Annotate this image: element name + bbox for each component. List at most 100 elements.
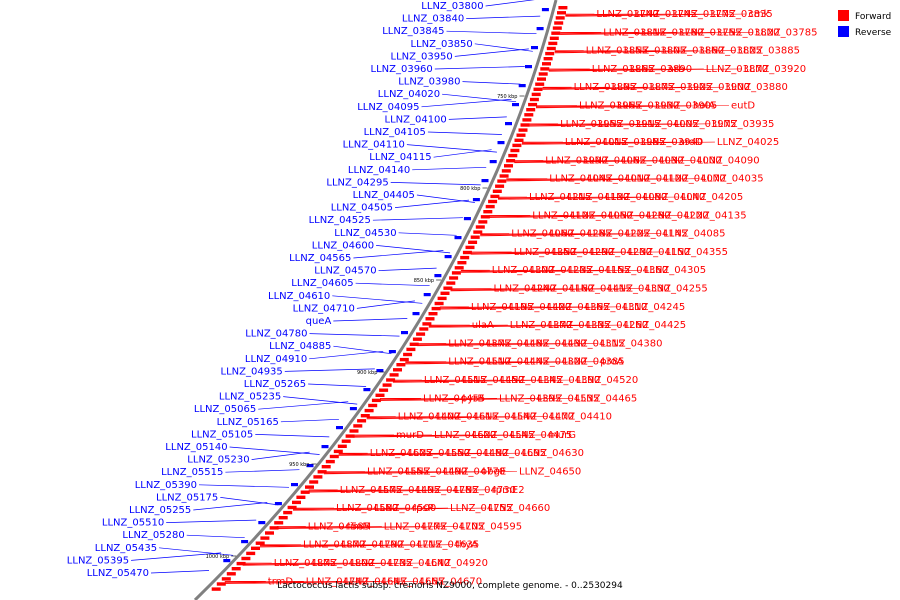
forward-feature [422,322,432,326]
forward-gene-label: LLNZ_03835 [710,9,772,20]
forward-gene-label: LLNZ_04410 [550,412,612,423]
tick-label: 750 kbp [497,94,517,100]
reverse-gene-label: LLNZ_03800 [421,1,483,12]
forward-leader-line [242,562,424,566]
forward-gene-label: LLNZ_04400 [398,412,460,423]
forward-feature [549,36,559,40]
forward-gene-label: rpsP [412,503,434,514]
forward-gene-label: LLNZ_04085 [663,229,725,240]
forward-gene-label: LLNZ_04045 [549,174,611,185]
forward-leader-line [565,13,671,16]
reverse-gene-label: LLNZ_05510 [102,518,164,529]
forward-leader-line [480,233,624,236]
reverse-leader-line [394,199,470,208]
forward-feature [434,301,444,306]
forward-gene-label: LLNZ_04425 [624,320,686,331]
tick-label: 900 kbp [357,370,377,376]
forward-gene-label: LLNZ_04430 [524,338,586,349]
forward-feature [440,291,450,295]
reverse-feature [412,312,420,316]
forward-feature [345,434,355,438]
forward-leader-line [428,324,508,327]
forward-feature [535,82,545,86]
forward-feature [492,189,502,193]
reverse-leader-line [309,333,400,337]
forward-feature [546,46,556,51]
reverse-leader-line [198,484,290,488]
forward-feature [552,26,562,30]
forward-leader-line [506,178,586,180]
forward-gene-label: trmD [268,576,294,587]
forward-leader-line [276,526,458,530]
forward-feature [468,240,478,244]
forward-feature [555,16,565,20]
forward-gene-label: LLNZ_03890 [630,64,692,75]
forward-gene-label: LLNZ_04395 [499,393,561,404]
forward-gene-label: LLNZ_04595 [460,521,522,532]
forward-feature [499,174,509,178]
forward-gene-label: LLNZ_04010 [587,174,649,185]
reverse-leader-line [421,98,512,108]
forward-leader-line [428,324,584,328]
forward-gene-label: LLNZ_04415 [570,284,632,295]
reverse-gene-label: LLNZ_04110 [343,140,405,151]
forward-feature [251,546,260,550]
reverse-gene-label: LLNZ_04020 [378,89,440,100]
reverse-gene-label: LLNZ_04570 [314,266,376,277]
forward-gene-label: LLNZ_04285 [549,229,611,240]
reverse-gene-label: LLNZ_04530 [334,228,396,239]
forward-feature [514,138,524,142]
reverse-feature [518,84,526,88]
forward-leader-line [259,544,416,547]
forward-leader-line [428,324,546,327]
forward-leader-line [470,251,550,253]
legend-forward-label: Forward [855,12,891,22]
forward-leader-line [450,288,644,292]
forward-gene-label: LLNZ_04005 [636,119,698,130]
forward-gene-label: LLNZ_03820 [717,27,779,38]
forward-feature [337,444,347,448]
forward-gene-label: LLNZ_04370 [510,320,572,331]
forward-gene-label: LLNZ_04695 [484,448,546,459]
forward-gene-label: LLNZ_04330 [608,284,670,295]
forward-feature [516,133,526,137]
forward-gene-label: LLNZ_04235 [530,265,592,276]
forward-gene-label: LLNZ_03955 [560,119,622,130]
forward-gene-label: LLNZ_04550 [408,448,470,459]
reverse-gene-label: LLNZ_05390 [135,480,197,491]
forward-gene-label: LLNZ_03895 [574,82,636,93]
reverse-leader-line [333,345,392,355]
forward-feature [341,439,351,443]
forward-gene-label: aroD [679,137,703,148]
forward-leader-line [439,306,583,309]
forward-leader-line [392,379,498,382]
forward-feature [313,475,323,479]
forward-gene-label: LLNZ_03900 [688,82,750,93]
reverse-gene-label: LLNZ_04525 [309,215,371,226]
reverse-gene-label: LLNZ_03980 [398,77,460,88]
forward-gene-label: LLNZ_04310 [585,302,647,313]
forward-gene-label: LLNZ_04015 [565,137,627,148]
forward-leader-line [352,434,547,438]
forward-leader-line [521,141,677,145]
forward-feature [371,398,381,403]
reverse-gene-label: LLNZ_05140 [165,442,227,453]
forward-leader-line [560,32,640,34]
forward-gene-label: LLNZ_04555 [367,467,429,478]
forward-leader-line [405,361,485,363]
reverse-leader-line [434,66,525,70]
forward-gene-label: LLNZ_04775 [384,521,446,532]
forward-leader-line [460,269,566,272]
forward-gene-label: LLNZ_04755 [450,503,512,514]
forward-feature [406,347,416,352]
forward-leader-line [535,105,730,109]
reverse-leader-line [193,502,268,511]
forward-feature [382,383,392,387]
forward-leader-line [470,251,626,254]
forward-leader-line [480,233,548,235]
forward-leader-line [439,306,507,308]
forward-gene-label: LLNZ_04495 [378,485,440,496]
reverse-gene-label: LLNZ_04105 [364,127,426,138]
forward-feature [528,102,538,107]
tick-label: 1000 kbp [206,554,230,560]
